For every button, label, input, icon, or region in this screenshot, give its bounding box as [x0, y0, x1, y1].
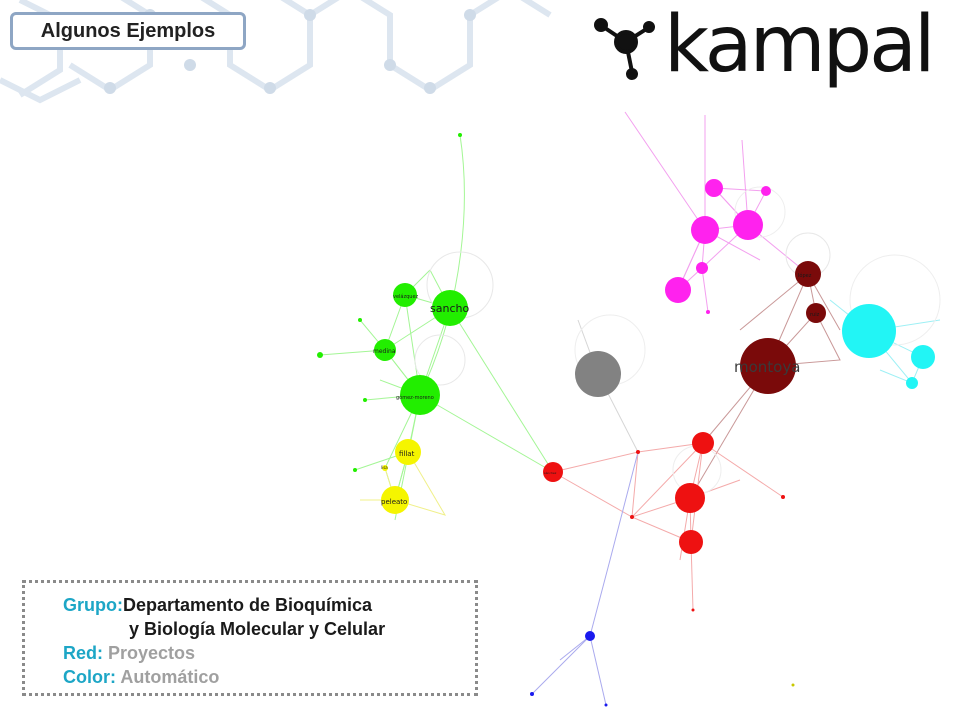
- graph-node: [692, 432, 714, 454]
- label-gomez-moreno: gómez-moreno: [396, 394, 434, 401]
- graph-node: [781, 495, 785, 499]
- node-ruiz: [806, 303, 826, 323]
- node-lopez: [795, 261, 821, 287]
- grupo-value-line2: y Biología Molecular y Celular: [129, 619, 386, 639]
- logo-text: kampal: [664, 0, 936, 90]
- graph-node: [911, 345, 935, 369]
- graph-node: [353, 468, 357, 472]
- graph-node: [363, 398, 367, 402]
- label-peleato: peleato: [381, 498, 407, 506]
- red-line: Red: Proyectos: [63, 641, 475, 665]
- grupo-label: Grupo:: [63, 595, 123, 615]
- node-gomez-moreno: [400, 375, 440, 415]
- graph-node: [604, 703, 608, 707]
- graph-node: [530, 692, 534, 696]
- node-sanchez: [543, 462, 563, 482]
- molecule-icon: [594, 18, 655, 80]
- graph-node: [705, 179, 723, 197]
- graph-node: [849, 254, 941, 346]
- node-medina: [374, 339, 396, 361]
- label-lopez: lópez: [798, 272, 812, 279]
- graph-node: [842, 304, 896, 358]
- graph-node: [630, 515, 634, 519]
- info-box: Grupo:Departamento de Bioquímica y Biolo…: [22, 580, 478, 696]
- label-medina: medina: [373, 348, 396, 355]
- color-value: Automático: [120, 667, 220, 687]
- graph-node: [706, 310, 710, 314]
- label-velazquez: velázquez: [393, 293, 419, 300]
- graph-node: [317, 352, 323, 358]
- color-label: Color:: [63, 667, 116, 687]
- red-value: Proyectos: [108, 643, 196, 663]
- label-ruiz: ruiz: [810, 312, 820, 318]
- color-line: Color: Automático: [63, 665, 475, 689]
- graph-node: [906, 377, 918, 389]
- grupo-value-line1: Departamento de Bioquímica: [123, 595, 373, 615]
- graph-node: [679, 530, 703, 554]
- label-sancho: sancho: [430, 302, 469, 315]
- graph-node: [734, 186, 786, 238]
- graph-node: [358, 318, 362, 322]
- graph-node: [761, 186, 771, 196]
- node-sancho: [432, 290, 468, 326]
- graph-node: [733, 210, 763, 240]
- label-montoya: montoya: [734, 358, 800, 376]
- graph-node: [458, 133, 462, 137]
- graph-node: [691, 216, 719, 244]
- graph-node: [414, 334, 466, 386]
- node-fillat: [395, 439, 421, 465]
- graph-node: [691, 608, 695, 612]
- graph-node: [696, 262, 708, 274]
- node-peleato: [381, 486, 409, 514]
- red-label: Red:: [63, 643, 103, 663]
- graph-node: [791, 683, 795, 687]
- node-montoya: [740, 338, 796, 394]
- grupo-line: Grupo:Departamento de Bioquímica: [63, 593, 475, 617]
- node-gray: [575, 351, 621, 397]
- graph-node: [585, 631, 595, 641]
- label-fillat: fillat: [399, 450, 415, 458]
- node-lisa: [382, 465, 388, 471]
- label-sanchez: sánchez: [544, 471, 557, 475]
- graph-node: [636, 450, 640, 454]
- kampal-logo: kampal: [592, 6, 942, 96]
- label-lisa: lisa: [381, 465, 388, 470]
- node-velazquez: [393, 283, 417, 307]
- graph-node: [675, 483, 705, 513]
- graph-node: [665, 277, 691, 303]
- slide-title: Algunos Ejemplos: [10, 12, 246, 50]
